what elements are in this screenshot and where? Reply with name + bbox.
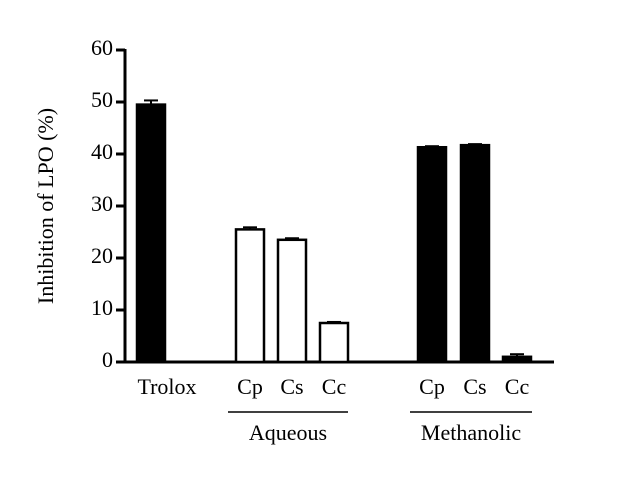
y-tick-label: 20 (91, 243, 113, 268)
x-tick-label: Cs (280, 374, 303, 399)
y-tick-label: 60 (91, 35, 113, 60)
bar (234, 228, 266, 364)
group-label: Methanolic (421, 420, 521, 445)
x-tick-label: Cs (463, 374, 486, 399)
x-tick-label: Cp (237, 374, 263, 399)
x-tick-label: Cc (322, 374, 347, 399)
bar (135, 103, 167, 364)
x-tick-label: Cc (505, 374, 530, 399)
y-tick-label: 50 (91, 87, 113, 112)
y-tick-label: 0 (102, 347, 113, 372)
y-axis-label: Inhibition of LPO (%) (33, 108, 58, 304)
y-tick-label: 30 (91, 191, 113, 216)
bar (416, 145, 448, 364)
group-label: Aqueous (249, 420, 327, 445)
bar (501, 355, 533, 364)
y-tick-label: 10 (91, 295, 113, 320)
bar (276, 238, 308, 364)
x-tick-label: Cp (419, 374, 445, 399)
y-tick-label: 40 (91, 139, 113, 164)
x-tick-label: Trolox (137, 374, 196, 399)
bar (459, 143, 491, 364)
bar (318, 321, 350, 364)
